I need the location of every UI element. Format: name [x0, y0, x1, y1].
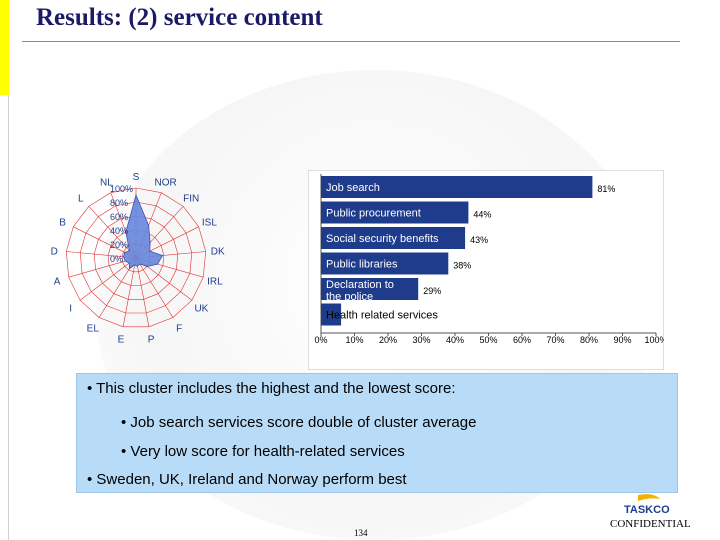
radar-axis-label: F — [176, 324, 182, 335]
side-strip — [0, 95, 9, 540]
bar-category-label: Public libraries — [326, 259, 398, 271]
bar-category-label: Job search — [326, 182, 380, 194]
bar-value-label: 44% — [473, 210, 491, 220]
radar-tick-label: 0% — [110, 254, 123, 264]
x-tick-label: 50% — [479, 335, 497, 345]
radar-tick-label: 100% — [110, 184, 133, 194]
radar-spoke — [79, 257, 137, 301]
x-tick-label: 100% — [644, 335, 664, 345]
radar-axis-label: L — [78, 193, 84, 204]
x-tick-label: 0% — [314, 335, 327, 345]
bar — [321, 303, 342, 326]
bar — [321, 252, 449, 275]
radar-axis-label: NOR — [154, 178, 176, 189]
radar-axis-label: ISL — [202, 217, 217, 228]
radar-tick-label: 60% — [110, 212, 128, 222]
bar-category-label: Declaration to — [326, 279, 394, 291]
bar — [321, 227, 466, 249]
notes-box: • This cluster includes the highest and … — [76, 373, 678, 493]
bar-value-label: 38% — [453, 261, 471, 271]
radar-tick-label: 40% — [110, 226, 128, 236]
bar — [321, 176, 593, 198]
x-tick-label: 30% — [412, 335, 430, 345]
slide-title: Results: (2) service content — [36, 4, 323, 31]
radar-axis-label: A — [54, 276, 61, 287]
bar-category-label: Social security benefits — [326, 233, 439, 245]
x-tick-label: 80% — [580, 335, 598, 345]
bar-category-label: Public procurement — [326, 208, 421, 220]
radar-axis-label: I — [69, 303, 72, 314]
x-tick-label: 10% — [345, 335, 363, 345]
radar-axis-label: S — [133, 172, 140, 183]
title-divider — [22, 41, 680, 42]
bar — [321, 278, 419, 300]
page-number: 134 — [354, 528, 368, 538]
note-line: • This cluster includes the highest and … — [87, 380, 456, 397]
confidential-label: CONFIDENTIAL — [610, 518, 691, 530]
radar-series-area — [123, 193, 164, 270]
radar-axis-label: DK — [211, 246, 225, 257]
x-tick-label: 70% — [546, 335, 564, 345]
radar-axis-label: E — [118, 335, 125, 346]
bar-value-label: 43% — [470, 235, 488, 245]
bar-category-label: Health related services — [326, 310, 438, 322]
bar-value-label: 81% — [597, 184, 615, 194]
radar-axis-label: EL — [87, 324, 100, 335]
bar-value-label: 29% — [423, 286, 441, 296]
radar-axis-label: P — [148, 335, 155, 346]
radar-spoke — [135, 257, 150, 327]
bar-chart: Job search 81% Public procurement 44% Social… — [308, 170, 664, 370]
radar-spoke — [68, 257, 137, 278]
radar-axis-label: IRL — [207, 276, 223, 287]
radar-spoke — [122, 257, 137, 327]
bar — [321, 201, 469, 224]
radar-grid-ring — [79, 201, 193, 314]
bar-category-label: the police — [326, 291, 373, 303]
taskco-logo: TASKCO — [624, 494, 670, 516]
radar-axis-label: FIN — [183, 193, 199, 204]
x-tick-label: 90% — [613, 335, 631, 345]
note-line: • Job search services score double of cl… — [121, 414, 477, 431]
radar-spoke — [135, 257, 174, 318]
radar-tick-label: 80% — [110, 198, 128, 208]
logo-text: TASKCO — [624, 504, 670, 516]
accent-bar — [0, 0, 9, 95]
radar-grid-ring — [65, 187, 207, 328]
note-line: • Sweden, UK, Ireland and Norway perform… — [87, 471, 407, 488]
radar-grid-ring — [107, 229, 165, 286]
radar-tick-label: 20% — [110, 240, 128, 250]
radar-axis-label: NL — [100, 178, 113, 189]
note-line: • Very low score for health-related serv… — [121, 443, 405, 460]
radar-grid-ring — [93, 215, 179, 300]
x-tick-label: 40% — [446, 335, 464, 345]
radar-spoke — [88, 206, 137, 259]
x-tick-label: 60% — [513, 335, 531, 345]
radar-axis-label: D — [51, 246, 58, 257]
x-tick-label: 20% — [379, 335, 397, 345]
radar-axis-label: UK — [194, 303, 208, 314]
radar-axis-label: B — [59, 217, 66, 228]
